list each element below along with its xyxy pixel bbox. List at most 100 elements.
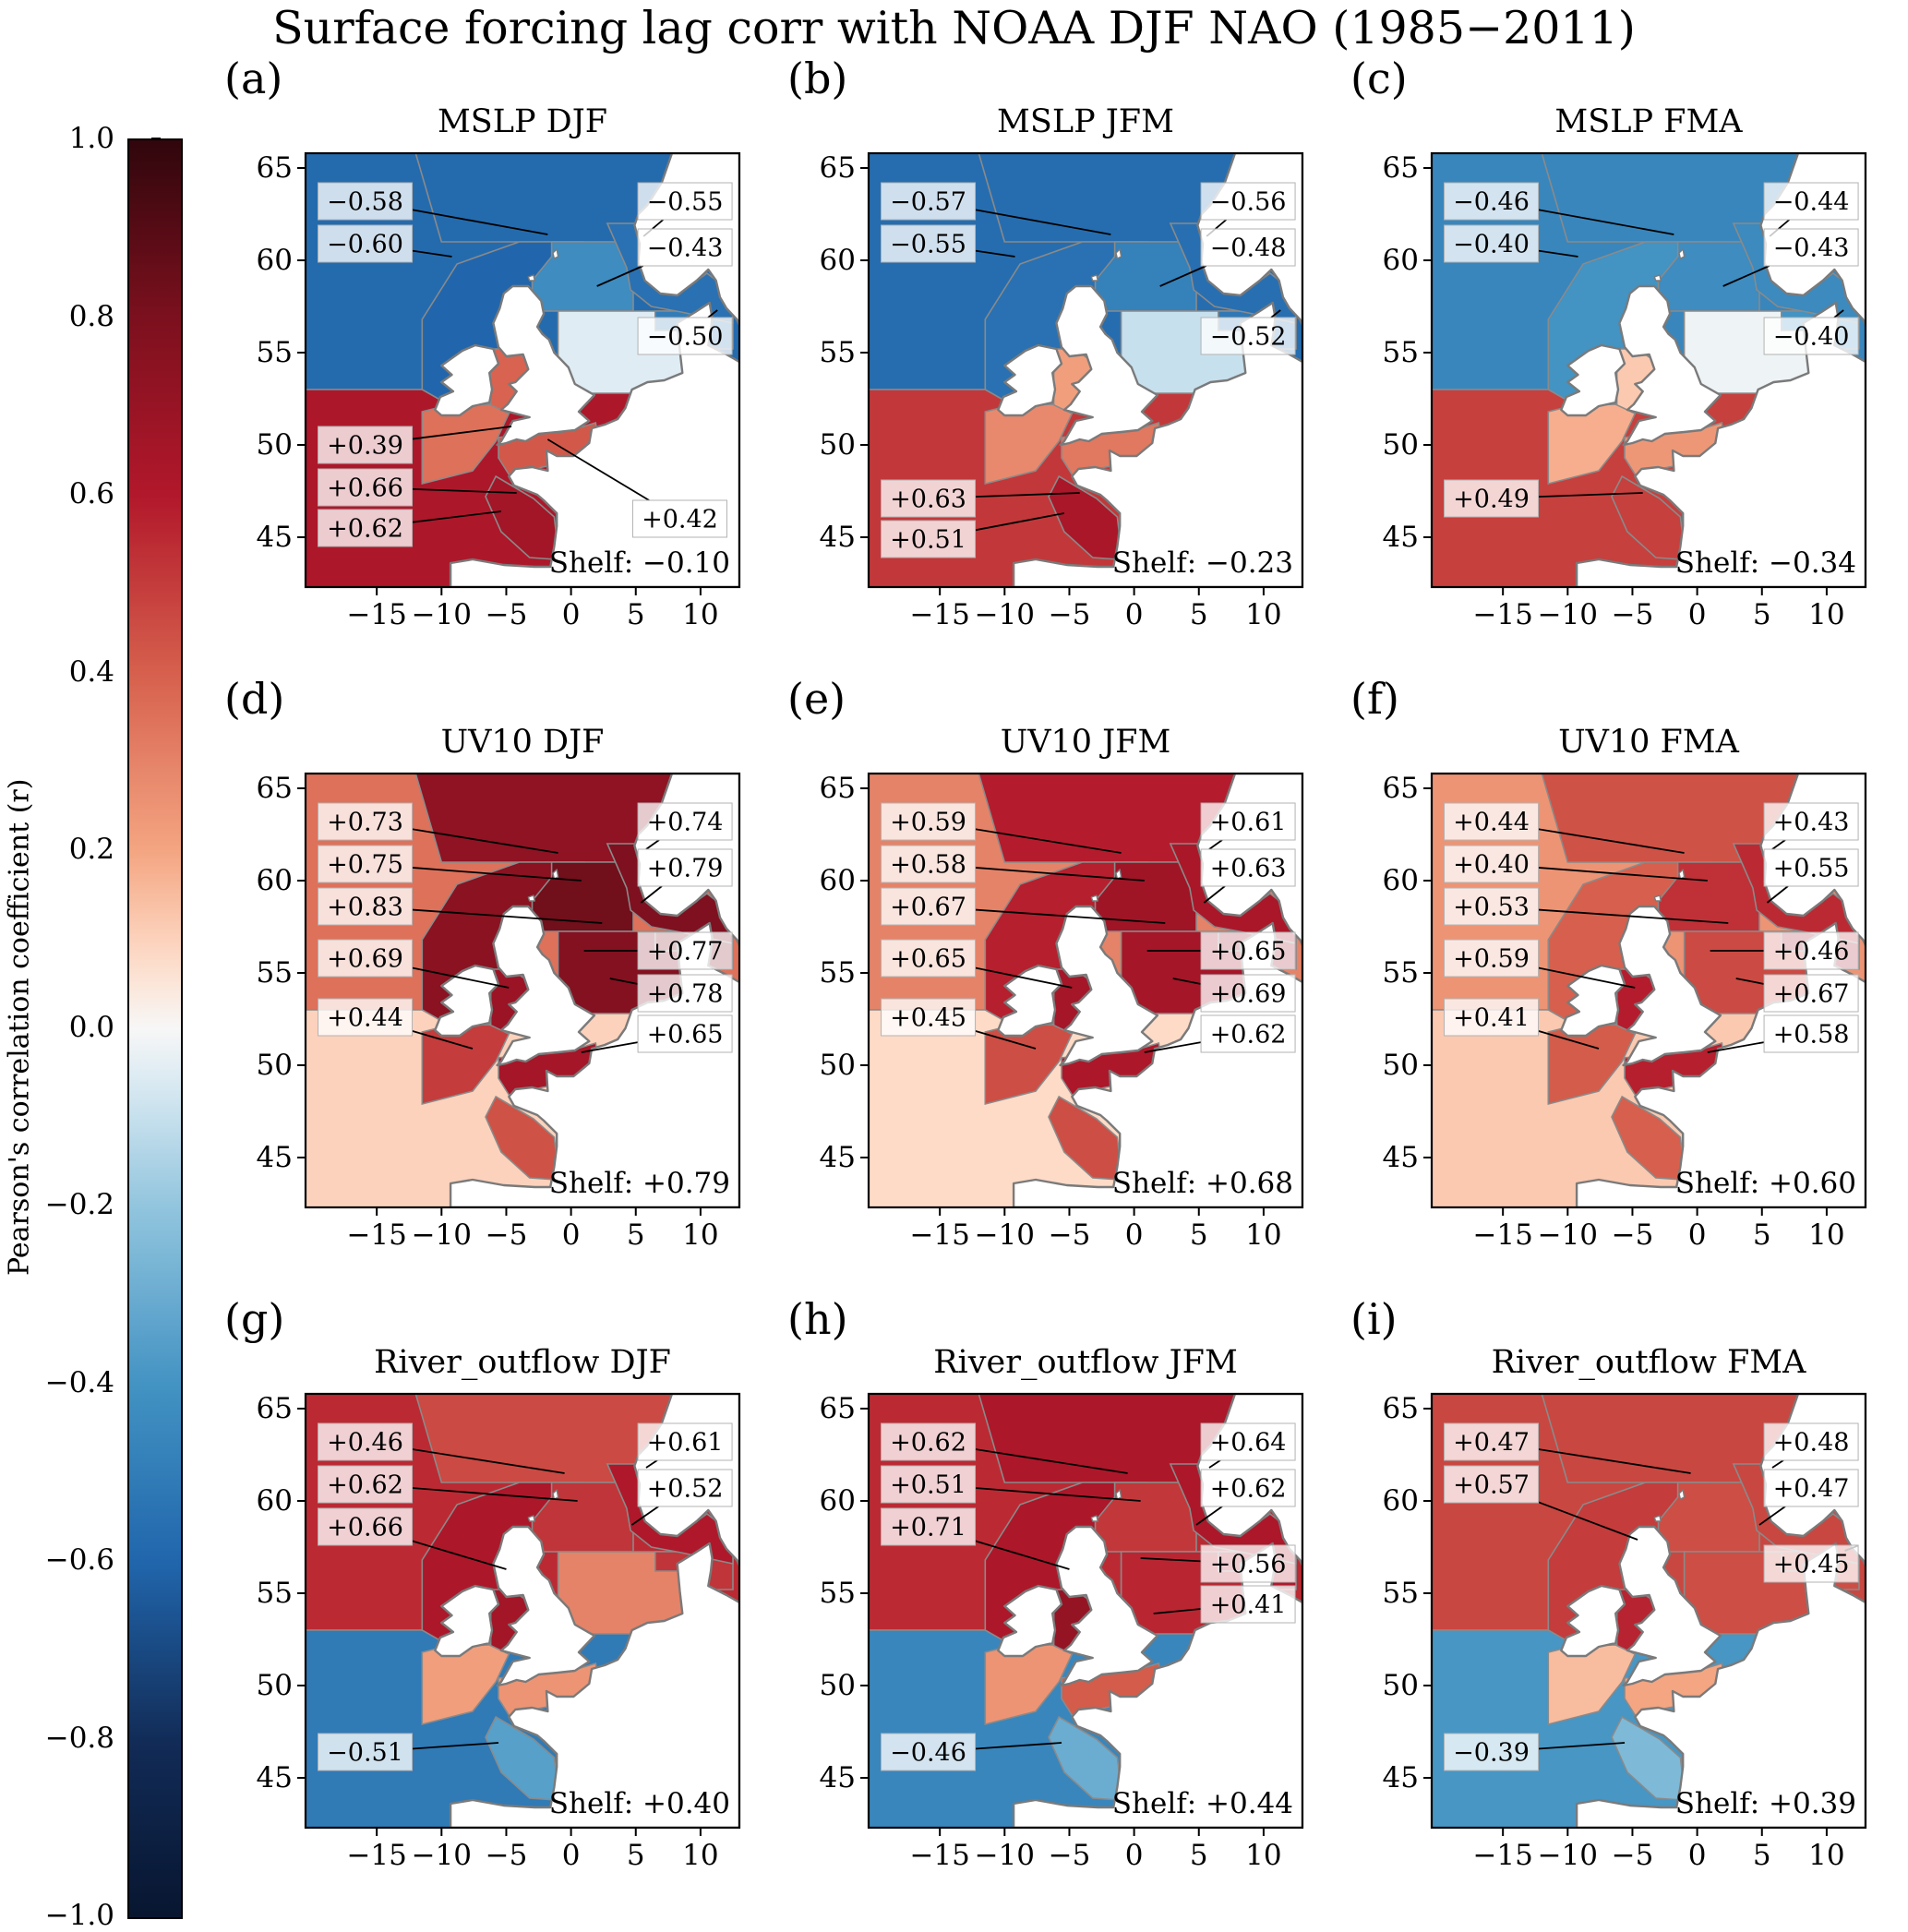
x-tick-label: −10 <box>412 1839 472 1872</box>
x-tick-label: −15 <box>909 598 969 631</box>
callout-leader-line <box>412 1030 474 1050</box>
callout-box <box>637 1014 733 1053</box>
callout-leader-line <box>1203 885 1226 904</box>
x-tick-label: −15 <box>1472 1839 1532 1872</box>
y-tick-label: 50 <box>1383 1669 1419 1702</box>
panel-letter: (g) <box>224 1294 285 1344</box>
axes-layer: −15 −10 −5 0 5 10 65 60 55 50 45 <box>820 1392 1282 1872</box>
panel-title: River_outflow DJF <box>374 1344 671 1381</box>
land-shetland <box>552 869 559 880</box>
x-tick-label: −5 <box>1049 1218 1091 1252</box>
callout-box <box>1763 182 1859 221</box>
land-shetland <box>1115 1489 1122 1500</box>
callout-box <box>1763 228 1859 267</box>
callout-leader-line <box>412 966 510 989</box>
callout-leader-line <box>1208 1459 1221 1469</box>
callout-value: +0.78 <box>647 980 724 1009</box>
plot-frame <box>304 151 741 589</box>
x-tick-label: 0 <box>1688 1218 1707 1252</box>
axes-layer: −15 −10 −5 0 5 10 65 60 55 50 45 <box>257 772 719 1252</box>
callout-box <box>1444 939 1540 978</box>
callout-value: +0.44 <box>1453 809 1530 837</box>
callout-box <box>318 182 414 221</box>
panel-title: MSLP FMA <box>1554 103 1743 140</box>
callout-value: +0.53 <box>1453 894 1530 922</box>
colorbar-ticks: 1.0 0.8 0.6 0.4 0.2 0.0 −0.2 −0.4 −0.6 −0.8 −1.0 <box>44 122 161 1932</box>
x-tick-label: −5 <box>1612 1839 1654 1872</box>
land-orkney <box>1090 894 1098 902</box>
x-tick-label: 0 <box>1125 598 1144 631</box>
callout-value: +0.63 <box>890 486 966 514</box>
colorbar-tick-label: 0.6 <box>68 477 114 510</box>
callouts-layer: −0.58 −0.60 −0.55 −0.43 −0.50 +0.39 +0.66 +0.62… <box>318 182 733 547</box>
callout-leader-line <box>1538 249 1578 258</box>
callout-value: −0.50 <box>647 323 724 352</box>
callout-box <box>318 845 414 883</box>
y-tick-label: 55 <box>257 956 293 990</box>
land-shetland <box>1115 869 1122 880</box>
callout-box <box>1444 182 1540 221</box>
callout-value: +0.65 <box>890 945 966 974</box>
callout-leader-line <box>975 492 1080 498</box>
land-ireland <box>1560 1584 1626 1658</box>
callout-value: +0.58 <box>890 851 966 880</box>
land-orkney <box>1653 274 1662 282</box>
plot-frame <box>304 772 741 1209</box>
panel-grid: (a) MSLP DJF −0.58 −0.60 −0.55 −0.43 −0.50 +0… <box>217 54 1906 1914</box>
y-tick-label: 65 <box>257 772 293 805</box>
callout-value: +0.44 <box>327 1004 403 1033</box>
panel-c: (c) MSLP FMA −0.46 −0.40 −0.44 −0.43 −0.40 +0… <box>1343 54 1906 674</box>
callout-value: +0.45 <box>890 1004 966 1033</box>
shelf-mean-label: Shelf: +0.60 <box>1674 1167 1856 1200</box>
land-ireland <box>434 343 500 417</box>
y-tick-label: 45 <box>820 1761 856 1794</box>
y-tick-label: 50 <box>1383 428 1419 462</box>
callout-leader-line <box>1771 839 1786 850</box>
land-continent <box>449 1542 739 1828</box>
x-tick-label: −10 <box>975 1839 1035 1872</box>
callout-box <box>881 520 977 558</box>
panel-letter: (d) <box>224 674 285 724</box>
panel-title: River_outflow FMA <box>1491 1344 1806 1381</box>
region-celtic <box>1547 1024 1637 1106</box>
x-tick-label: 10 <box>1245 1218 1281 1252</box>
callout-box <box>881 1733 977 1771</box>
callouts-layer: −0.46 −0.40 −0.44 −0.43 −0.40 +0.49 <box>1444 182 1859 518</box>
callout-box <box>1200 1469 1296 1507</box>
y-tick-label: 55 <box>1383 1577 1419 1610</box>
callout-box <box>1200 1014 1296 1053</box>
callout-leader-line <box>975 1742 1062 1750</box>
region-celtic <box>1547 403 1637 486</box>
callout-box <box>1763 1469 1859 1507</box>
callout-value: +0.52 <box>647 1475 724 1504</box>
callout-value: +0.62 <box>1210 1475 1287 1504</box>
callout-leader-line <box>1538 1448 1691 1474</box>
y-tick-label: 50 <box>257 1669 293 1702</box>
x-tick-label: 10 <box>682 1839 718 1872</box>
callout-value: −0.39 <box>1453 1739 1530 1768</box>
callout-value: −0.58 <box>327 188 403 217</box>
panel-g: (g) River_outflow DJF +0.46 +0.62 +0.66 −0.… <box>217 1294 780 1914</box>
x-tick-label: 0 <box>1688 1839 1707 1872</box>
callout-value: −0.52 <box>1210 323 1287 352</box>
callout-leader-line <box>412 487 517 494</box>
land-orkney <box>1653 894 1662 902</box>
callout-box <box>1444 1422 1540 1461</box>
colorbar-tick-label: −0.6 <box>44 1543 114 1577</box>
callout-value: +0.51 <box>890 1471 966 1500</box>
callout-value: +0.79 <box>647 855 724 883</box>
callout-leader-line <box>412 209 548 235</box>
callout-value: +0.47 <box>1773 1475 1850 1504</box>
callout-value: +0.62 <box>890 1429 966 1458</box>
land-shetland <box>1678 1489 1686 1500</box>
callout-value: +0.46 <box>1773 938 1850 966</box>
callout-box <box>637 848 733 887</box>
panel-letter: (h) <box>787 1294 848 1344</box>
callout-leader-line <box>412 1540 507 1570</box>
panel-letter: (b) <box>787 54 848 103</box>
x-tick-label: 5 <box>1190 1839 1208 1872</box>
callout-leader-line <box>412 828 558 854</box>
x-tick-label: −15 <box>1472 1218 1532 1252</box>
callout-box <box>318 1507 414 1546</box>
y-tick-label: 65 <box>820 1392 856 1425</box>
